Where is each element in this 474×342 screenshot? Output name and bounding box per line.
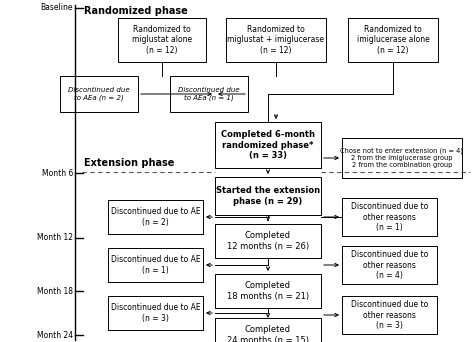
Text: Completed
24 months (n = 15): Completed 24 months (n = 15): [227, 325, 309, 342]
Text: Discontinued due
to AEa (n = 2): Discontinued due to AEa (n = 2): [68, 87, 130, 101]
Text: Completed
18 months (n = 21): Completed 18 months (n = 21): [227, 281, 309, 301]
Bar: [60, 76, 138, 112]
Text: Chose not to enter extension (n = 4)
2 from the imiglucerase group
2 from the co: Chose not to enter extension (n = 4) 2 f…: [340, 148, 464, 168]
Text: Discontinued due to
other reasons
(n = 1): Discontinued due to other reasons (n = 1…: [351, 202, 428, 232]
Text: Randomized to
miglustat + imiglucerase
(n = 12): Randomized to miglustat + imiglucerase (…: [228, 25, 325, 55]
Text: Month 18: Month 18: [37, 287, 73, 295]
Bar: [226, 18, 326, 62]
Text: Month 12: Month 12: [37, 234, 73, 242]
Bar: [215, 122, 321, 168]
Bar: [215, 177, 321, 215]
Bar: [215, 318, 321, 342]
Bar: [342, 198, 437, 236]
Text: Discontinued due to AE
(n = 2): Discontinued due to AE (n = 2): [111, 207, 201, 227]
Text: Discontinued due to
other reasons
(n = 4): Discontinued due to other reasons (n = 4…: [351, 250, 428, 280]
Bar: [348, 18, 438, 62]
Text: Discontinued due
to AEa (n = 1): Discontinued due to AEa (n = 1): [178, 87, 240, 101]
Text: Extension phase: Extension phase: [84, 158, 174, 168]
Bar: [108, 296, 203, 330]
Bar: [342, 296, 437, 334]
Bar: [108, 248, 203, 282]
Bar: [342, 138, 462, 178]
Bar: [215, 274, 321, 308]
Text: Discontinued due to
other reasons
(n = 3): Discontinued due to other reasons (n = 3…: [351, 300, 428, 330]
Bar: [108, 200, 203, 234]
Bar: [118, 18, 206, 62]
Text: Randomized to
miglustat alone
(n = 12): Randomized to miglustat alone (n = 12): [132, 25, 192, 55]
Bar: [342, 246, 437, 284]
Text: Started the extension
phase (n = 29): Started the extension phase (n = 29): [216, 186, 320, 206]
Text: Month 6: Month 6: [42, 169, 73, 177]
Bar: [215, 224, 321, 258]
Text: Completed 6-month
randomized phase*
(n = 33): Completed 6-month randomized phase* (n =…: [221, 130, 315, 160]
Text: Discontinued due to AE
(n = 1): Discontinued due to AE (n = 1): [111, 255, 201, 275]
Text: Randomized phase: Randomized phase: [84, 6, 188, 16]
Bar: [170, 76, 248, 112]
Text: Discontinued due to AE
(n = 3): Discontinued due to AE (n = 3): [111, 303, 201, 323]
Text: Randomized to
imiglucerase alone
(n = 12): Randomized to imiglucerase alone (n = 12…: [356, 25, 429, 55]
Text: Month 24: Month 24: [37, 330, 73, 340]
Text: Completed
12 months (n = 26): Completed 12 months (n = 26): [227, 231, 309, 251]
Text: Baseline: Baseline: [40, 3, 73, 13]
